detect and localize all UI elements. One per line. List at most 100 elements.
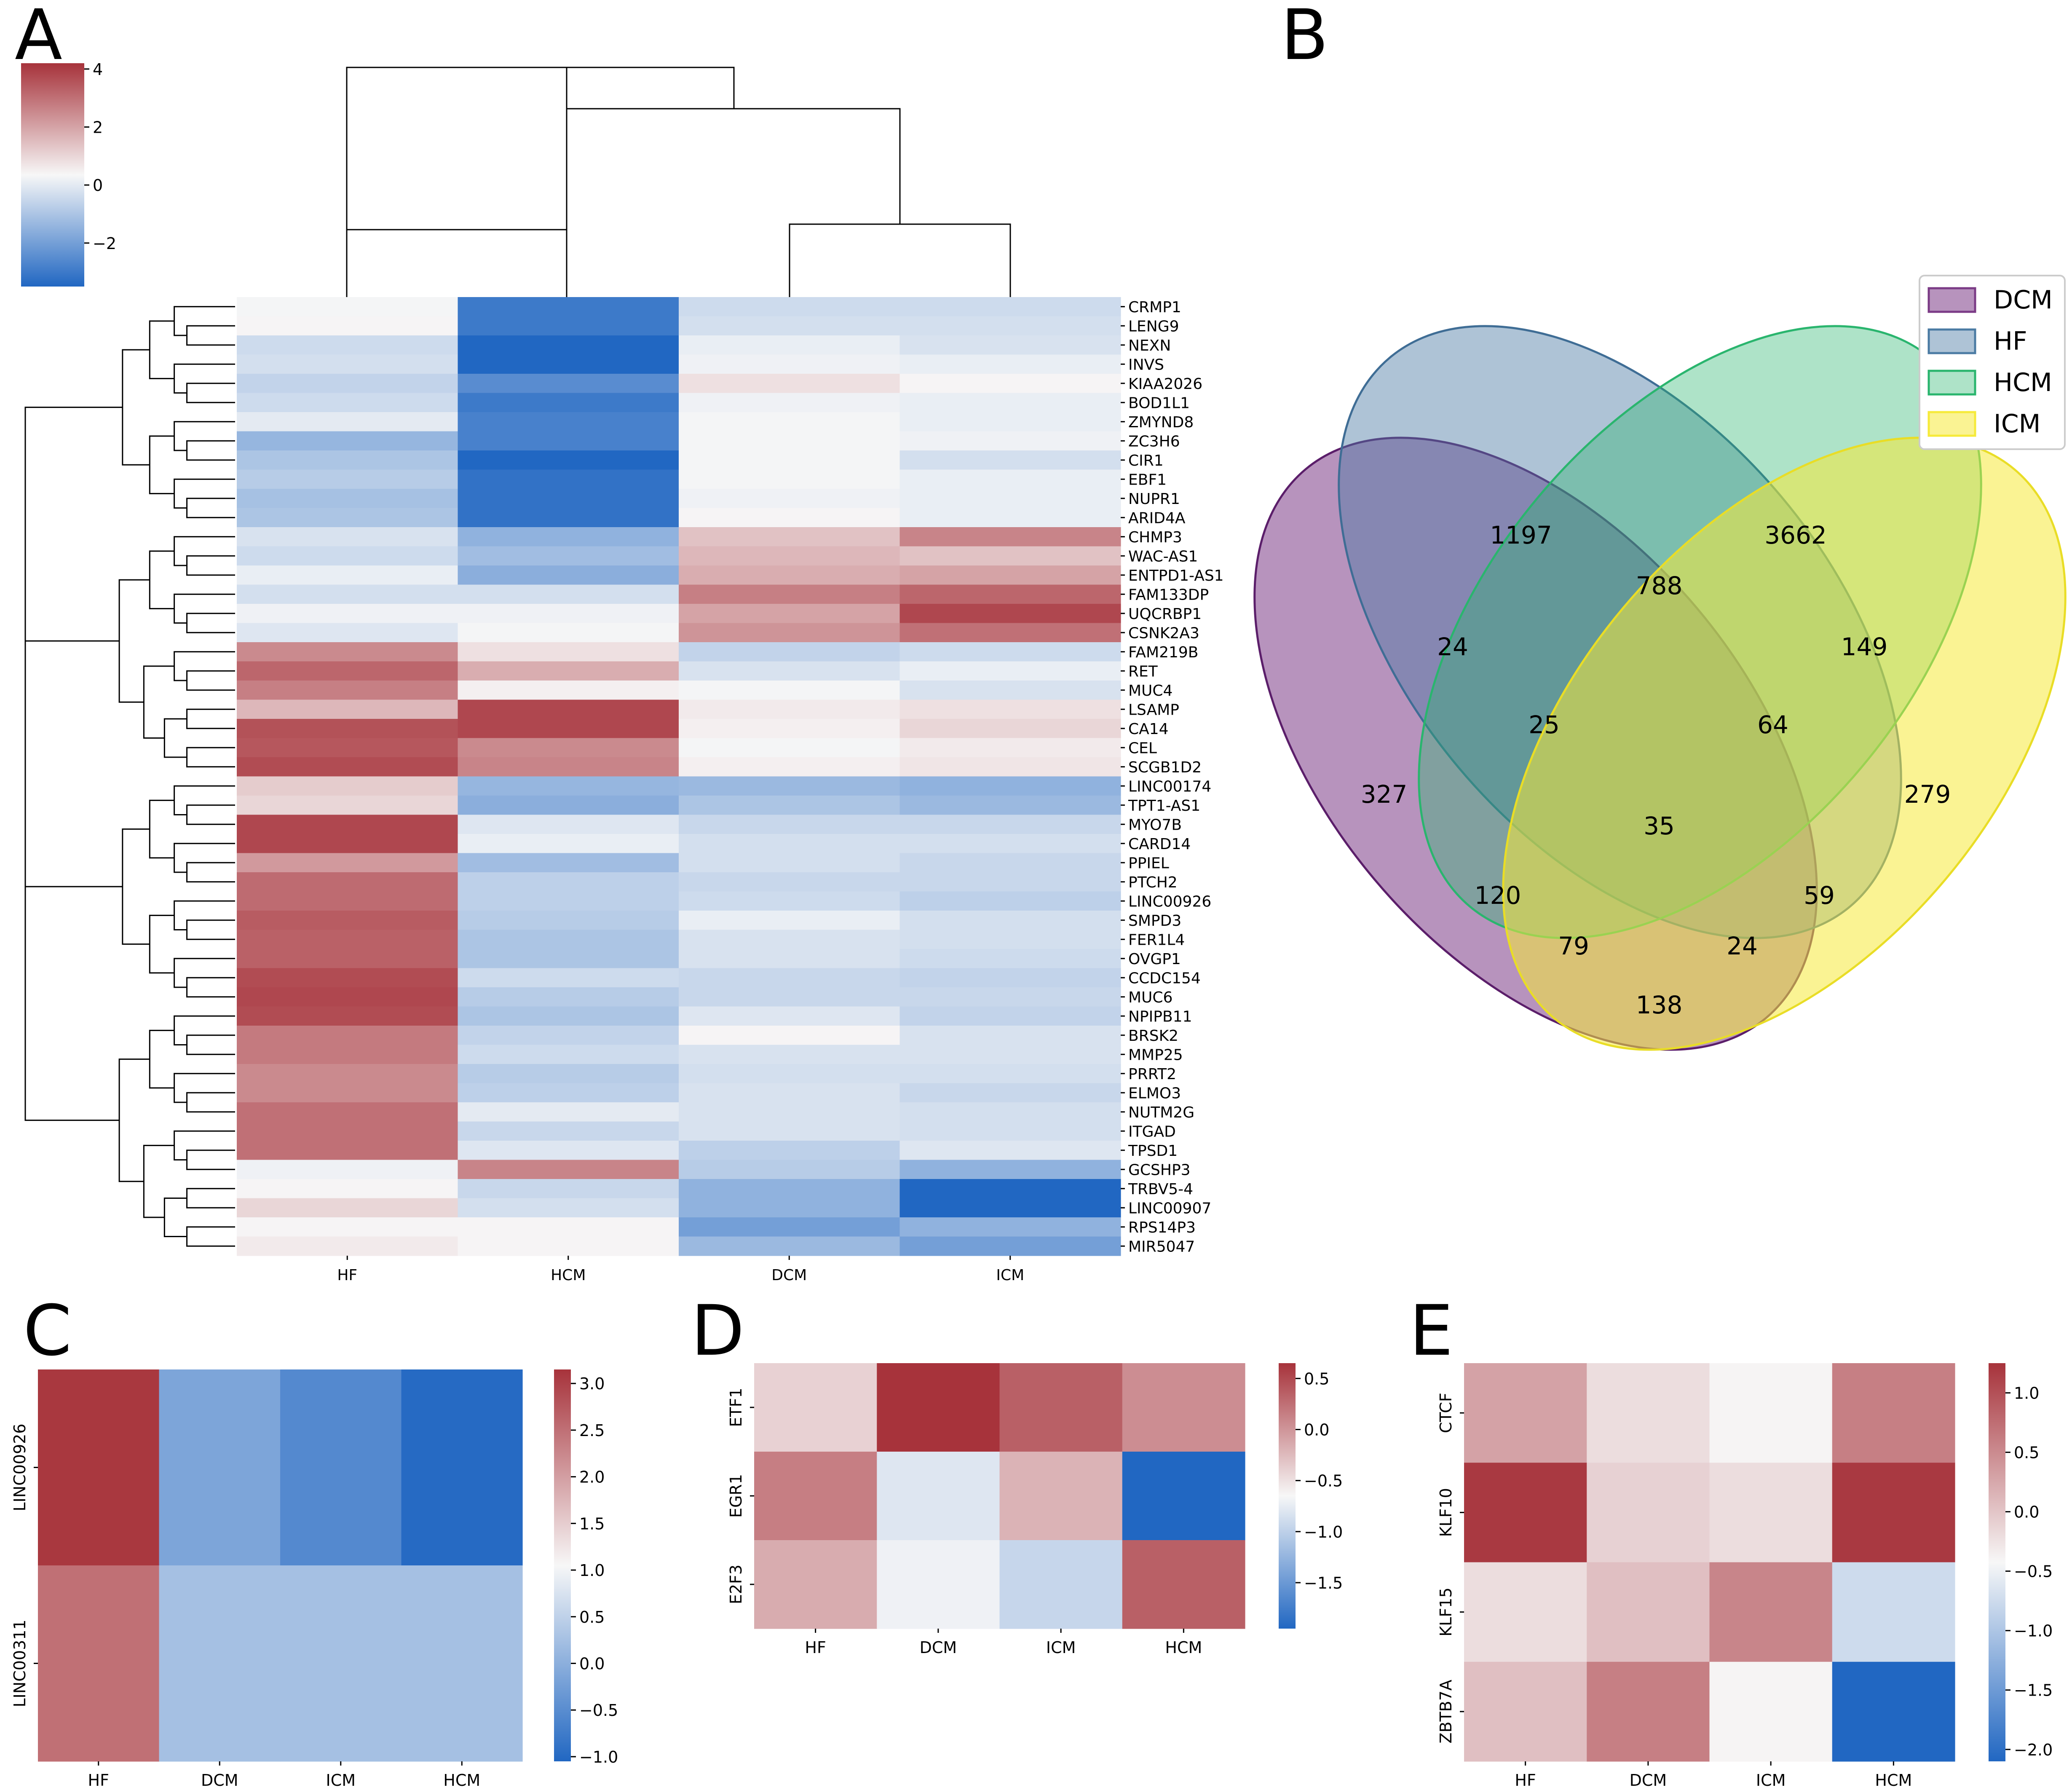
heatmap-cell-a: [458, 297, 679, 317]
dendrogram-link: [174, 421, 235, 451]
heatmap-cell: [1464, 1363, 1587, 1463]
heatmap-cell-a: [899, 776, 1121, 796]
heatmap-cell-a: [899, 815, 1121, 834]
colorbar-tick-label: −1.0: [1304, 1523, 1343, 1541]
heatmap-cell-a: [899, 1026, 1121, 1045]
heatmap-cell-a: [679, 1141, 900, 1160]
heatmap-cell-a: [237, 968, 458, 988]
heatmap-cell-a: [237, 604, 458, 624]
heatmap-cell-a: [458, 469, 679, 489]
dendrogram-link: [174, 1015, 235, 1045]
heatmap-cell-a: [899, 450, 1121, 470]
heatmap-cell: [754, 1363, 877, 1452]
legend-swatch: [1927, 287, 1976, 313]
panel-label-c: C: [23, 1290, 72, 1371]
column-label: HF: [88, 1771, 109, 1790]
heatmap-cell-a: [458, 1045, 679, 1064]
dendrogram-link: [174, 900, 235, 930]
dendrogram-link: [186, 1034, 235, 1055]
heatmap-cell-a: [237, 642, 458, 662]
heatmap-cell-a: [237, 1083, 458, 1103]
heatmap-cell-a: [237, 297, 458, 317]
dendrogram-link: [174, 958, 235, 988]
colorbar-tick-label: 2: [93, 118, 103, 137]
heatmap-cell-a: [899, 1064, 1121, 1084]
heatmap-cell-a: [458, 1236, 679, 1256]
heatmap-cell-a: [899, 565, 1121, 585]
row-label: KLF10: [1437, 1488, 1455, 1537]
heatmap-cell-a: [899, 1179, 1121, 1199]
dendrogram-link: [186, 670, 235, 691]
dendrogram-link: [186, 383, 235, 403]
heatmap-cell-a: [679, 796, 900, 815]
gene-label: MIR5047: [1128, 1238, 1195, 1255]
heatmap-cell-a: [679, 489, 900, 509]
dendrogram-link: [186, 325, 235, 346]
heatmap-cell-a: [899, 1102, 1121, 1122]
dendrogram-link: [174, 651, 235, 681]
venn-count-label: 3662: [1764, 521, 1827, 549]
heatmap-cell: [1587, 1661, 1710, 1762]
heatmap-cell-a: [679, 891, 900, 911]
heatmap-cell-a: [679, 412, 900, 432]
heatmap-cell-a: [458, 642, 679, 662]
heatmap-cell-a: [679, 316, 900, 336]
heatmap-cell-a: [679, 565, 900, 585]
venn-count-label: 35: [1644, 812, 1675, 840]
dendrogram-link: [149, 320, 174, 379]
gene-label: CEL: [1128, 740, 1157, 757]
row-dendrogram: [24, 306, 235, 1247]
heatmap-cell: [1709, 1363, 1833, 1463]
colorbar-tick-label: 0.5: [1304, 1369, 1329, 1388]
venn-count-label: 79: [1558, 932, 1589, 960]
heatmap-cell-a: [458, 1141, 679, 1160]
heatmap-cell-a: [679, 642, 900, 662]
heatmap-cell-a: [237, 796, 458, 815]
heatmap-cell: [159, 1369, 281, 1566]
heatmap-cell-a: [458, 872, 679, 892]
heatmap-cell-a: [237, 1198, 458, 1218]
heatmap-cell-a: [899, 335, 1121, 355]
heatmap-cell-a: [899, 393, 1121, 413]
gene-label: BOD1L1: [1128, 394, 1190, 412]
column-label: DCM: [771, 1267, 807, 1284]
colorbar-tick-label: 0.0: [2014, 1503, 2039, 1522]
heatmap-cell-a: [237, 757, 458, 777]
heatmap-cell-a: [679, 834, 900, 854]
heatmap-cell-a: [237, 1121, 458, 1141]
column-label: HF: [805, 1638, 826, 1657]
heatmap-cell-a: [899, 796, 1121, 815]
colorbar-tick-label: 1.5: [579, 1514, 605, 1533]
heatmap-cell-a: [679, 776, 900, 796]
gene-label: LINC00174: [1128, 778, 1211, 795]
heatmap-cell-a: [899, 374, 1121, 394]
heatmap-cell: [1464, 1463, 1587, 1563]
gene-label: CARD14: [1128, 836, 1191, 853]
venn-set-icm: [1502, 437, 2067, 1051]
heatmap-cell-a: [899, 354, 1121, 374]
heatmap-cell-a: [237, 776, 458, 796]
heatmap-cell-a: [899, 1121, 1121, 1141]
colorbar-tick-label: −1.5: [2014, 1681, 2053, 1700]
dendrogram-link: [186, 1188, 235, 1209]
dendrogram-link: [186, 555, 235, 576]
heatmap-cell-a: [458, 1198, 679, 1218]
dendrogram-link: [149, 799, 174, 859]
heatmap-cell-a: [899, 1217, 1121, 1237]
column-label: ICM: [1046, 1638, 1076, 1657]
colorbar-tick-label: 0.0: [579, 1655, 605, 1673]
gene-label: GCSHP3: [1128, 1161, 1191, 1179]
heatmap-cell-a: [679, 872, 900, 892]
heatmap-cell: [159, 1565, 281, 1762]
heatmap-cell-a: [679, 374, 900, 394]
venn-count-label: 120: [1475, 881, 1521, 910]
panel-c-heatmap: HF DCM ICM HCM LINC00926 LINC00311 3.0 2.5 2.0 1.…: [11, 1369, 618, 1790]
heatmap-cell-a: [458, 546, 679, 566]
heatmap-cell-a: [679, 1102, 900, 1122]
heatmap-cell-a: [899, 738, 1121, 758]
heatmap-cell-a: [899, 412, 1121, 432]
heatmap-cell-a: [899, 489, 1121, 509]
heatmap-cell-a: [458, 699, 679, 719]
